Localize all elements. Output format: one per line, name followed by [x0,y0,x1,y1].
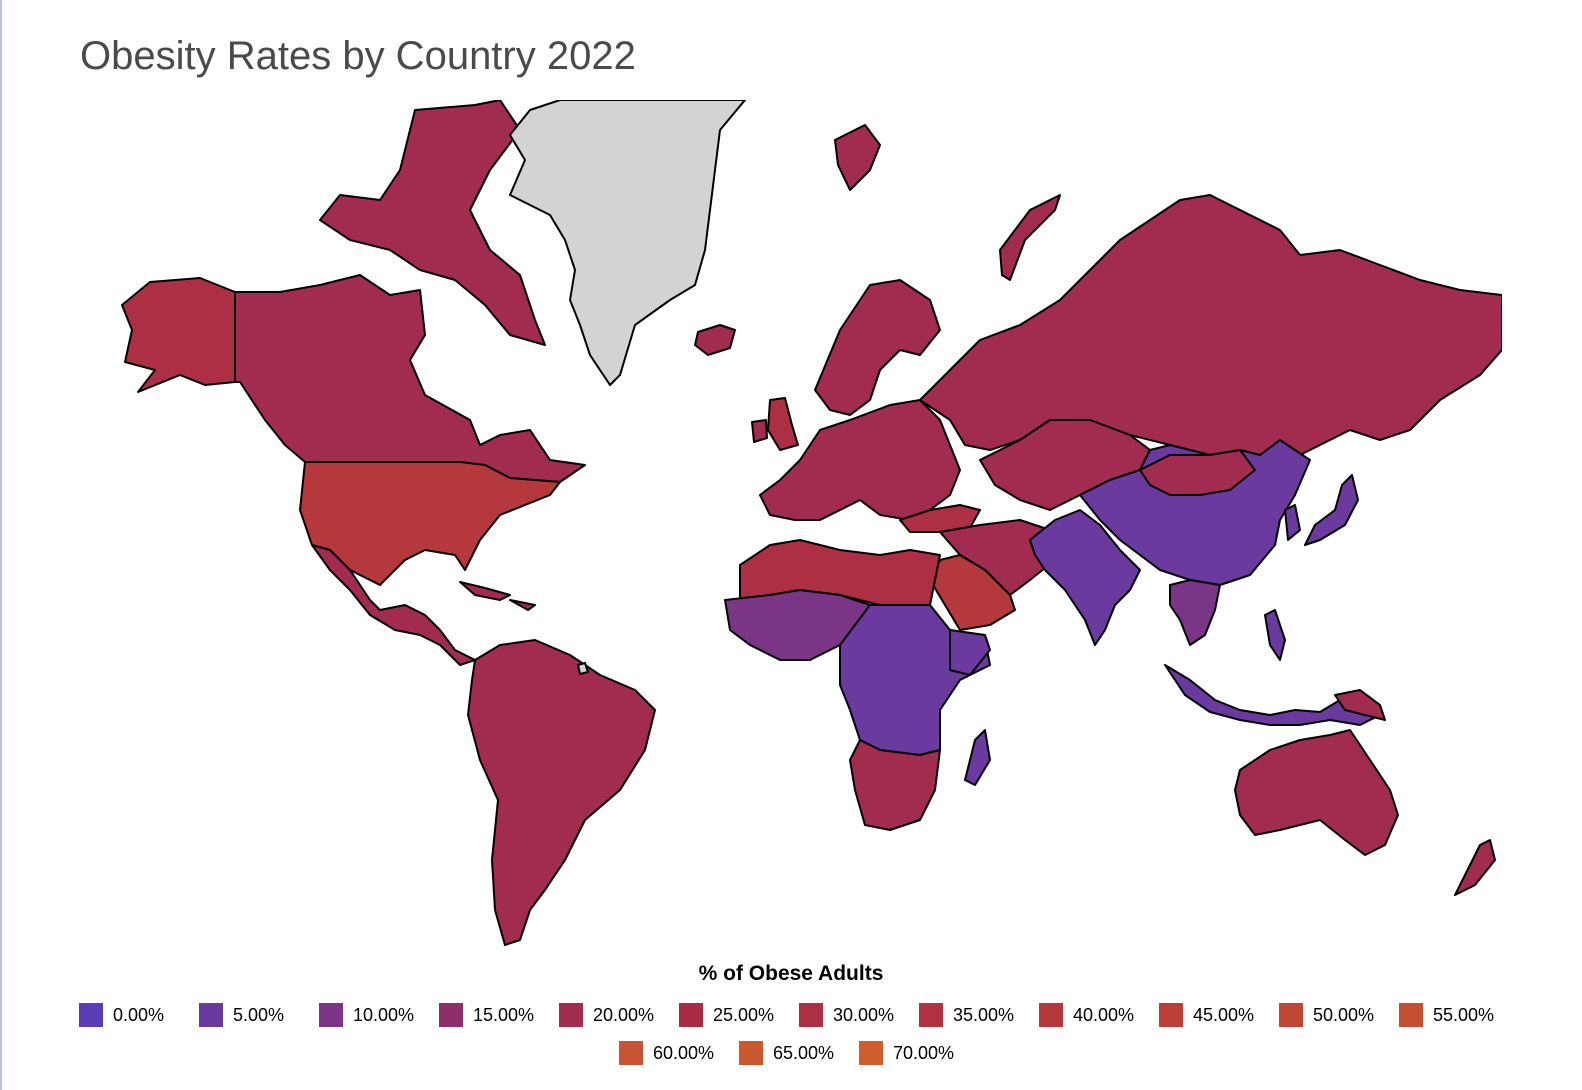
region-greenland[interactable] [509,100,746,386]
legend-title: % of Obese Adults [698,962,884,985]
legend-swatch [79,1003,103,1027]
legend-label: 70.00% [893,1042,955,1063]
legend-swatch [619,1041,643,1065]
region-southeast-asia[interactable] [1169,579,1221,646]
chart-title: Obesity Rates by Country 2022 [80,34,636,78]
legend-label: 25.00% [713,1004,775,1025]
legend-item[interactable]: 30.00% [799,1002,903,1028]
world-map [121,100,1502,946]
legend-swatch [679,1003,703,1027]
region-iceland[interactable] [694,324,736,356]
legend-label: 5.00% [233,1004,285,1025]
legend-swatch [439,1003,463,1027]
region-novaya-zemlya[interactable] [999,194,1061,281]
region-arctic-islands[interactable] [319,100,546,346]
region-south-america[interactable] [467,639,656,946]
legend-item[interactable]: 25.00% [679,1002,783,1028]
region-mexico[interactable] [311,544,476,666]
region-south-asia[interactable] [1029,509,1141,646]
legend-item[interactable]: 35.00% [919,1002,1023,1028]
legend-item[interactable]: 45.00% [1159,1002,1263,1028]
legend-item[interactable]: 0.00% [79,1002,183,1028]
region-uk[interactable] [767,397,799,451]
legend-swatch [319,1003,343,1027]
region-europe[interactable] [759,399,961,521]
legend-swatch [1399,1003,1423,1027]
legend-swatch [1279,1003,1303,1027]
region-japan[interactable] [1304,474,1359,546]
region-southern-africa[interactable] [849,739,941,831]
legend-swatch [199,1003,223,1027]
region-turkey[interactable] [899,504,981,533]
legend-swatch [919,1003,943,1027]
legend-swatch [739,1041,763,1065]
region-svalbard[interactable] [834,124,881,191]
region-canada[interactable] [234,274,586,483]
region-saudi-arabia[interactable] [929,554,1016,631]
region-russia[interactable] [919,194,1502,461]
legend-label: 15.00% [473,1004,535,1025]
region-madagascar[interactable] [964,729,991,786]
region-new-zealand[interactable] [1454,839,1496,896]
legend-label: 45.00% [1193,1004,1255,1025]
legend-item[interactable]: 5.00% [199,1002,303,1028]
legend-swatch [559,1003,583,1027]
region-caribbean[interactable] [459,581,536,611]
legend-label: 20.00% [593,1004,655,1025]
legend-item[interactable]: 15.00% [439,1002,543,1028]
legend-item[interactable]: 40.00% [1039,1002,1143,1028]
legend-item[interactable]: 70.00% [859,1040,963,1066]
legend-item[interactable]: 50.00% [1279,1002,1383,1028]
legend-label: 40.00% [1073,1004,1135,1025]
legend-label: 10.00% [353,1004,415,1025]
legend-swatch [859,1041,883,1065]
legend-label: 55.00% [1433,1004,1495,1025]
region-alaska[interactable] [121,277,236,393]
legend-item[interactable]: 65.00% [739,1040,843,1066]
legend-item[interactable]: 20.00% [559,1002,663,1028]
left-frame-border [0,0,2,1090]
legend-label: 65.00% [773,1042,835,1063]
region-china[interactable] [1079,439,1311,586]
legend-label: 0.00% [113,1004,165,1025]
legend-label: 30.00% [833,1004,895,1025]
region-papua[interactable] [1334,689,1386,721]
region-australia[interactable] [1234,729,1399,856]
legend-label: 60.00% [653,1042,715,1063]
legend-label: 50.00% [1313,1004,1375,1025]
legend-swatch [799,1003,823,1027]
legend-swatch [1039,1003,1063,1027]
region-ireland[interactable] [751,419,768,443]
legend-swatch [1159,1003,1183,1027]
legend-item[interactable]: 10.00% [319,1002,423,1028]
region-philippines[interactable] [1264,609,1286,661]
region-french-guiana[interactable] [577,662,589,675]
region-mongolia[interactable] [1139,449,1256,496]
legend-label: 35.00% [953,1004,1015,1025]
legend-item[interactable]: 60.00% [619,1040,723,1066]
legend: 0.00% 5.00% 10.00% 15.00% 20.00% 25.00% 30.00%… [60,1002,1522,1066]
region-korea[interactable] [1284,504,1301,541]
region-scandinavia[interactable] [814,279,941,416]
legend-item[interactable]: 55.00% [1399,1002,1503,1028]
region-horn-of-africa[interactable] [949,629,991,676]
